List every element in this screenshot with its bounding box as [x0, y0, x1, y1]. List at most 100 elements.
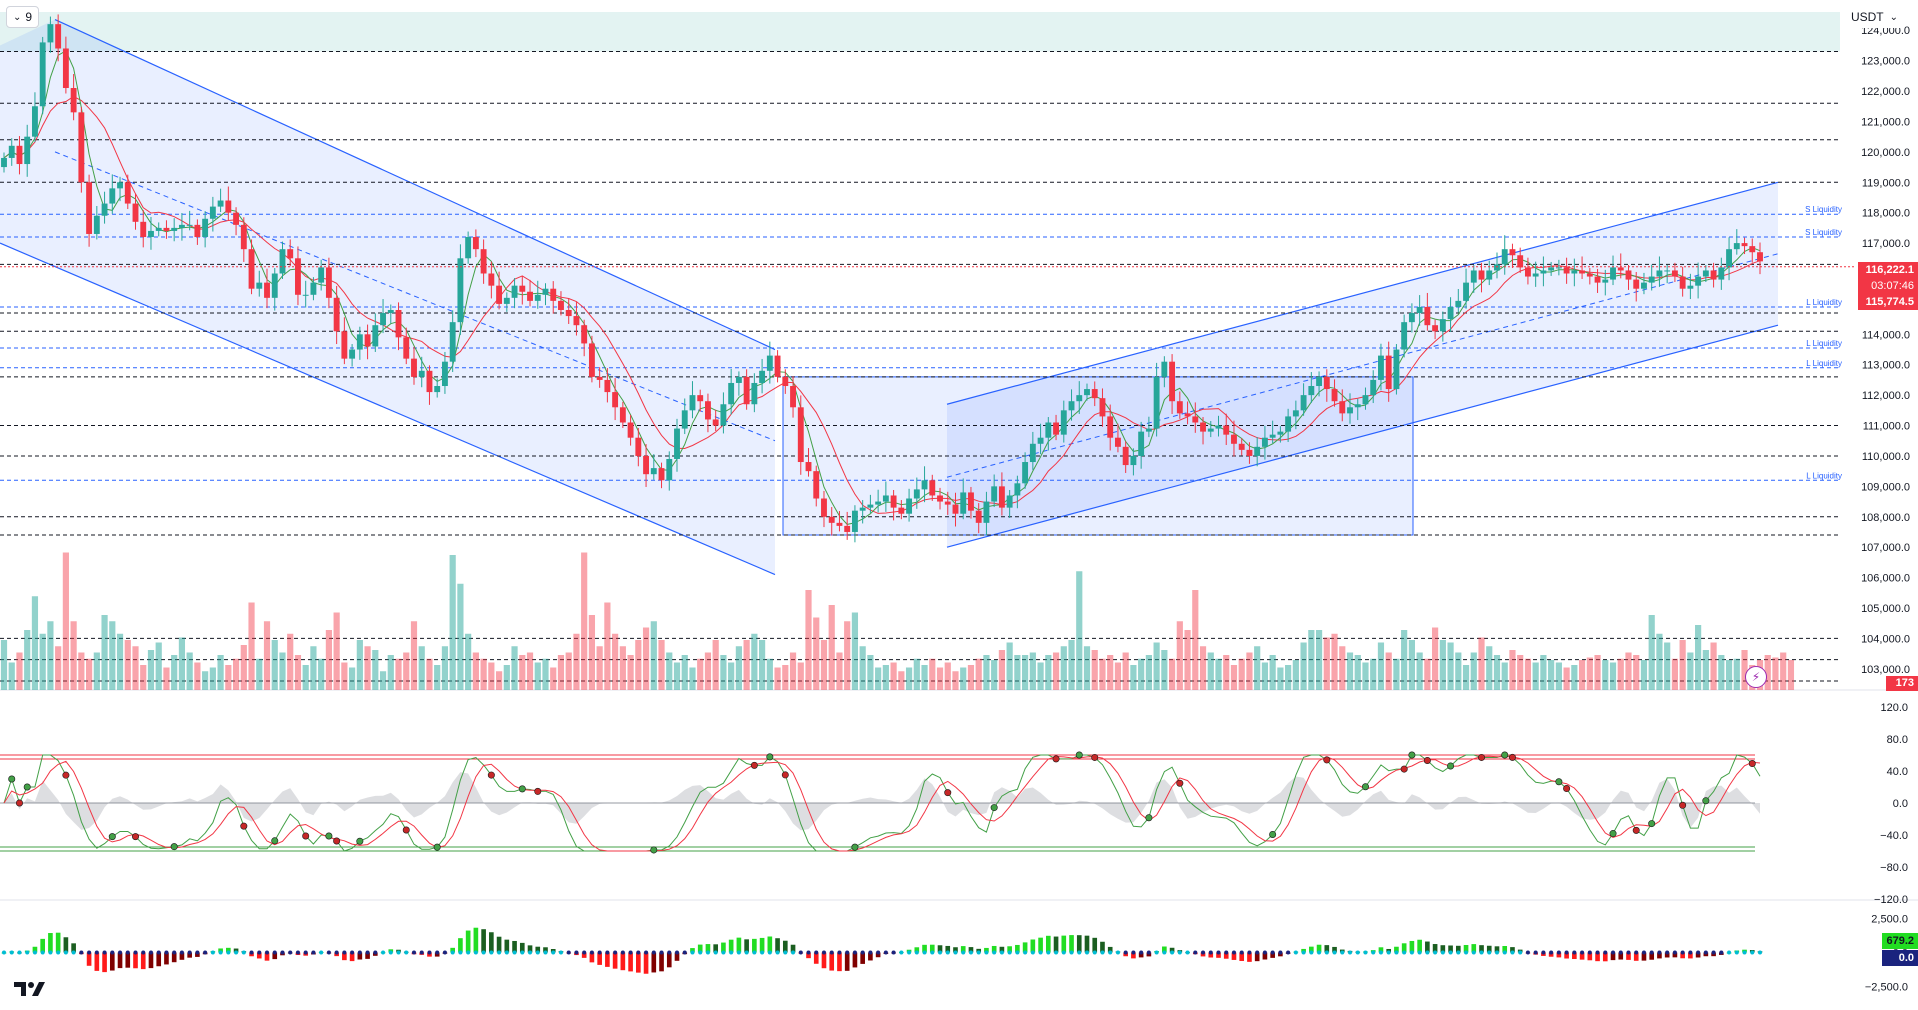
oscillator-pane: 120.0 80.0 40.0 0.0 −40.0 −80.0 −120.0 [0, 702, 1908, 906]
volume-bar [526, 652, 534, 690]
candle [542, 283, 549, 306]
candle [1006, 490, 1013, 518]
candle [202, 211, 209, 248]
candle [333, 285, 340, 345]
candle-body [1733, 243, 1740, 250]
candle [751, 373, 758, 413]
histogram-zero-dot [79, 950, 84, 955]
histogram-bar [806, 952, 811, 959]
histogram-zero-dot [1433, 950, 1438, 955]
volume-bar [1339, 646, 1346, 690]
candle-body [39, 42, 46, 107]
histogram-bar [1324, 945, 1330, 953]
histogram-bar [102, 952, 107, 973]
candle [1200, 417, 1206, 445]
lightning-icon[interactable]: ⚡ [1745, 666, 1767, 688]
candle [356, 326, 363, 360]
ascending-channel-upper [946, 181, 1779, 405]
histogram-zero-dot [1734, 950, 1739, 955]
candle-body [1385, 355, 1392, 390]
volume-bar [1548, 660, 1555, 690]
volume-bar [1331, 633, 1338, 690]
oscillator-cross-dot [781, 771, 789, 779]
volume-bar [101, 615, 108, 690]
oscillator-cross-dot [1648, 820, 1656, 828]
candle-body [1076, 395, 1083, 402]
volume-bar [47, 621, 54, 690]
histogram-zero-dot [2, 950, 6, 955]
oscillator-cross-dot [1748, 760, 1756, 768]
candle [1060, 400, 1067, 443]
histogram-zero-dot [396, 950, 401, 955]
moving-average-tag: 115,774.5 [1858, 294, 1918, 310]
histogram-zero-dot [1487, 950, 1492, 955]
volume-bar [836, 652, 843, 690]
volume-bar [1432, 627, 1439, 690]
volume-bar [519, 655, 526, 690]
candle-body [86, 182, 93, 234]
volume-bar [1470, 652, 1477, 690]
candle [1354, 398, 1361, 421]
histogram-bar [605, 952, 610, 967]
volume-bar [31, 596, 39, 690]
histogram-bar [365, 952, 370, 959]
tradingview-logo-icon[interactable] [12, 978, 46, 1000]
candle-body [186, 224, 193, 226]
candle [944, 491, 951, 515]
histogram-zero-dot [288, 950, 293, 955]
histogram-bar [829, 952, 835, 971]
histogram-bar [1316, 944, 1322, 953]
candle-body [1625, 270, 1632, 280]
candle [155, 222, 162, 237]
histogram-zero-dot [195, 950, 200, 955]
volume-bar [813, 617, 820, 690]
candle-body [527, 291, 533, 301]
histogram-zero-dot [94, 950, 99, 955]
interval-dropdown[interactable]: ⌄ 9 [6, 6, 40, 28]
price-tick-label: 111,000.0 [1863, 421, 1910, 433]
candle [968, 486, 974, 519]
candle-body [1494, 264, 1500, 271]
histogram-bar [1216, 952, 1221, 958]
price-tick-label: 119,000.0 [1862, 177, 1910, 189]
histogram-zero-dot [1394, 950, 1399, 955]
candle [1741, 237, 1748, 255]
candle [1215, 415, 1222, 437]
candle-body [1161, 361, 1168, 377]
volume-bar [488, 662, 495, 690]
candle-body [1316, 376, 1323, 387]
candle [1563, 257, 1570, 284]
histogram-zero-dot [767, 950, 772, 955]
currency-dropdown[interactable]: USDT ⌄ [1844, 6, 1904, 28]
histogram-zero-dot [17, 950, 22, 955]
candle-body [828, 516, 835, 523]
candle-body [1486, 270, 1493, 280]
volume-bar [194, 662, 201, 690]
oscillator-cross-dot [23, 783, 31, 791]
candle-body [1184, 413, 1191, 417]
candle-body [1517, 255, 1524, 268]
histogram-bar [140, 952, 146, 970]
candle [1385, 341, 1392, 402]
candle [62, 36, 69, 94]
candle [1145, 416, 1152, 438]
histogram-bar [813, 952, 819, 964]
candle [828, 507, 835, 536]
histogram-zero-dot [172, 950, 177, 955]
histogram-zero-dot [675, 950, 680, 955]
volume-bar [944, 662, 951, 690]
volume-bar [1486, 646, 1493, 690]
candle [47, 16, 54, 53]
volume-bar [171, 655, 178, 690]
histogram-zero-dot [481, 950, 486, 955]
histogram-zero-dot [442, 950, 447, 955]
oscillator-tick-label: −80.0 [1880, 862, 1908, 874]
histogram-zero-dot [381, 950, 386, 955]
histogram-zero-dot [226, 950, 231, 955]
candle-body [882, 495, 889, 502]
oscillator-cross-dot [750, 761, 758, 769]
candle [8, 138, 15, 166]
oscillator-cross-dot [1361, 783, 1369, 791]
histogram-bar [1471, 944, 1477, 953]
